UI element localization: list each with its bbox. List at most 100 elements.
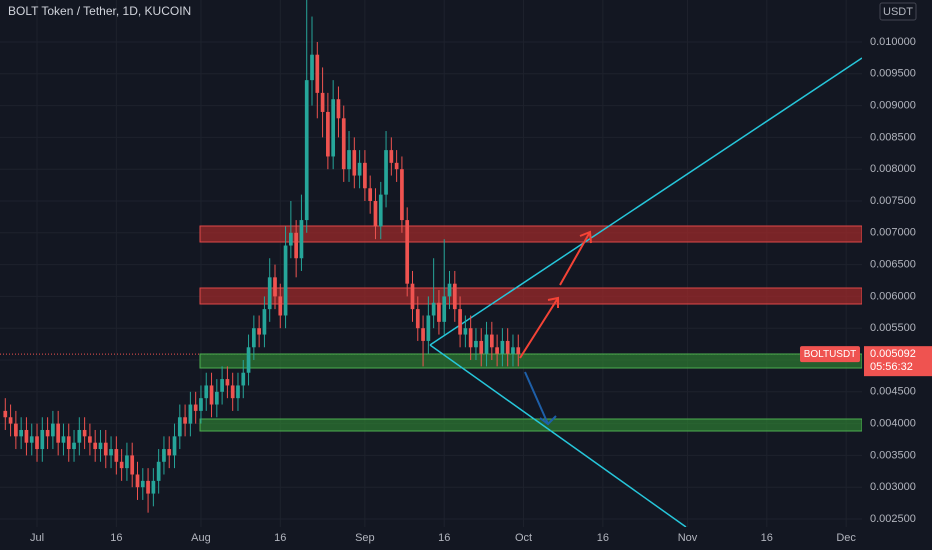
- candle-body: [500, 340, 505, 354]
- candle-body: [489, 334, 494, 348]
- candle-body: [257, 328, 261, 335]
- candle-body: [484, 334, 489, 354]
- candle-body: [283, 245, 288, 316]
- candle-body: [183, 417, 187, 424]
- candle-body: [135, 474, 140, 488]
- candle-body: [357, 162, 362, 176]
- candle-body: [51, 423, 55, 437]
- candle-body: [389, 150, 394, 163]
- y-tick-label: 0.005500: [870, 322, 916, 334]
- candle-body: [516, 347, 521, 355]
- candles: [3, 0, 521, 513]
- candle-body: [410, 283, 415, 310]
- candle-body: [294, 232, 298, 259]
- candle-body: [14, 423, 18, 437]
- candle-body: [88, 436, 92, 443]
- support-zone: [199, 418, 863, 432]
- candle-body: [352, 150, 357, 176]
- candle-body: [511, 347, 515, 354]
- candle-body: [400, 169, 404, 221]
- candle-body: [19, 429, 24, 437]
- candle-body: [415, 309, 420, 329]
- candle-body: [315, 54, 320, 93]
- candle-body: [193, 404, 198, 411]
- candle-body: [384, 150, 388, 195]
- y-tick-label: 0.007500: [870, 195, 916, 207]
- candle-body: [320, 92, 325, 112]
- candle-body: [109, 449, 113, 456]
- candle-body: [199, 398, 203, 411]
- candle-body: [463, 328, 468, 335]
- resistance-zone: [199, 287, 863, 305]
- candle-body: [167, 449, 172, 456]
- candle-body: [447, 283, 452, 297]
- candle-body: [468, 328, 473, 348]
- time-axis: [0, 527, 862, 550]
- currency-box[interactable]: [879, 2, 917, 21]
- candle-body: [373, 200, 378, 227]
- candle-body: [289, 232, 293, 246]
- x-tick-label: Jul: [30, 532, 44, 544]
- x-tick-label: Sep: [355, 532, 375, 544]
- candle-body: [225, 379, 230, 386]
- candle-body: [278, 296, 283, 316]
- candle-body: [299, 220, 304, 259]
- candle-body: [505, 340, 510, 354]
- candle-body: [273, 277, 277, 297]
- x-tick-label: 16: [597, 532, 609, 544]
- candle-body: [495, 347, 499, 354]
- candle-body: [82, 429, 87, 437]
- x-tick-label: Dec: [836, 532, 856, 544]
- candle-body: [241, 372, 246, 386]
- candle-body: [378, 194, 383, 227]
- candle-body: [405, 220, 410, 284]
- x-tick-label: 16: [274, 532, 286, 544]
- candle-body: [125, 455, 129, 469]
- candle-body: [156, 461, 161, 481]
- candle-body: [394, 162, 399, 170]
- candle-body: [426, 315, 431, 341]
- candle-body: [442, 296, 447, 322]
- candle-body: [103, 442, 108, 456]
- grid: [0, 0, 862, 527]
- y-tick-label: 0.006500: [870, 259, 916, 271]
- candle-body: [72, 442, 76, 450]
- candle-body: [336, 99, 341, 119]
- currency[interactable]: USDT: [883, 6, 913, 18]
- x-tick-label: Nov: [678, 532, 698, 544]
- candle-body: [98, 442, 103, 450]
- candle-body: [204, 385, 209, 399]
- x-tick-label: 16: [110, 532, 122, 544]
- candle-body: [66, 436, 71, 450]
- labels: 0.002500 0.003000 0.003500 0.004000 0.004500…: [30, 36, 932, 544]
- arrow: [559, 230, 592, 286]
- candle-body: [251, 328, 256, 348]
- candle-body: [8, 417, 13, 424]
- candle-body: [304, 80, 309, 221]
- candle-body: [188, 404, 193, 424]
- price-axis: [862, 0, 932, 550]
- candle-body: [452, 283, 457, 310]
- candle-body: [246, 347, 251, 373]
- candle-body: [209, 385, 214, 405]
- arrow: [524, 371, 557, 426]
- candle-body: [56, 423, 61, 443]
- drawings: [199, 57, 863, 528]
- y-tick-label: 0.003000: [870, 481, 916, 493]
- y-tick-label: 0.010000: [870, 36, 916, 48]
- arrow: [519, 296, 559, 359]
- candle-body: [24, 429, 29, 443]
- y-tick-label: 0.008500: [870, 131, 916, 143]
- candle-body: [347, 150, 351, 170]
- candle-body: [458, 309, 462, 335]
- candle-body: [474, 340, 478, 348]
- candle-body: [151, 480, 156, 494]
- candle-body: [3, 410, 8, 418]
- y-tick-label: 0.002500: [870, 513, 916, 525]
- countdown: 05:56:32: [870, 361, 913, 373]
- y-tick-label: 0.009500: [870, 68, 916, 80]
- y-tick-label: 0.008000: [870, 163, 916, 175]
